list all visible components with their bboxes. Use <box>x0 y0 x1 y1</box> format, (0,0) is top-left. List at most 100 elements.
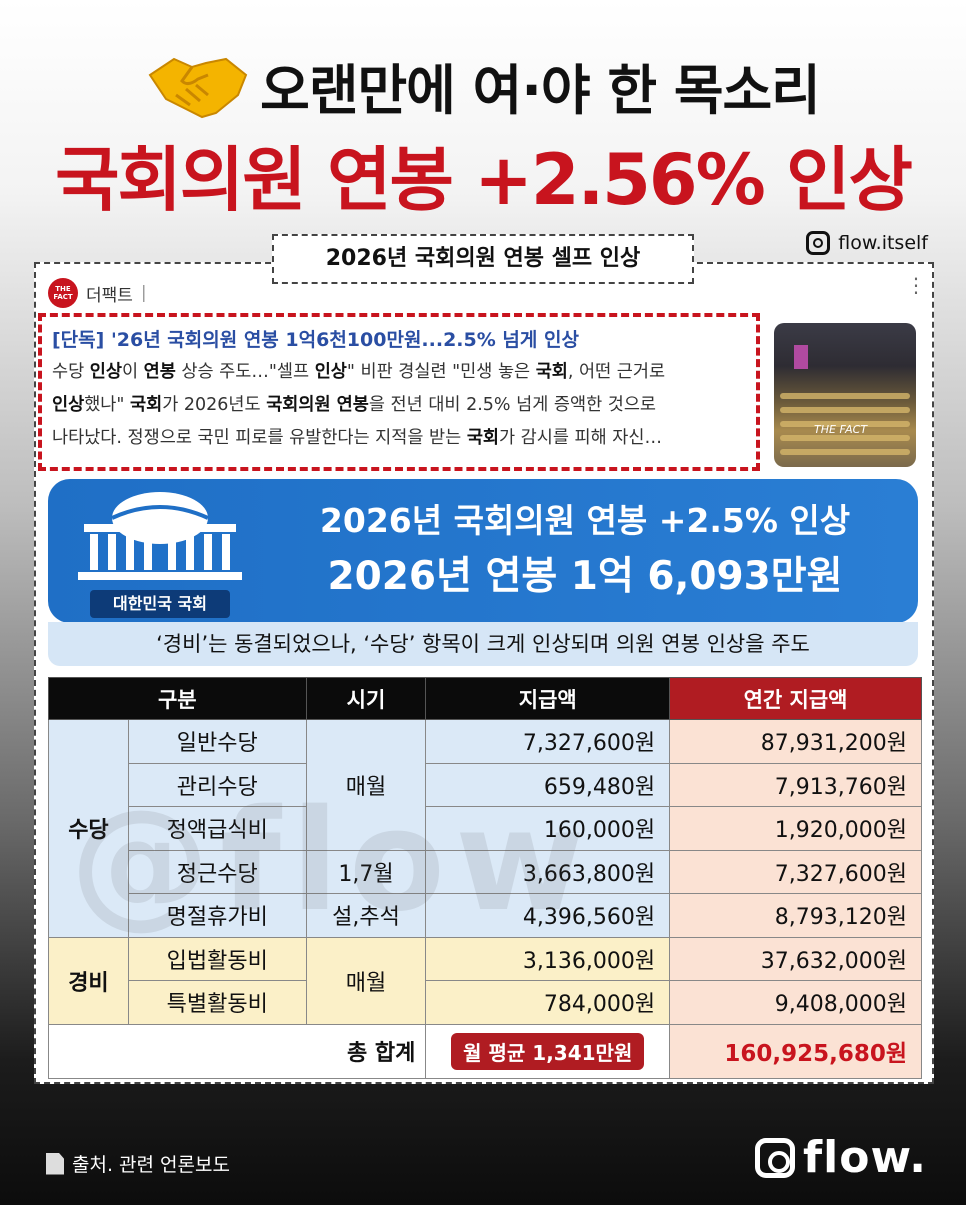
national-assembly-icon <box>78 492 242 580</box>
text: 인상 <box>52 395 85 415</box>
headline: 오랜만에 여·야 한 목소리 <box>0 40 966 130</box>
monthly-average-badge: 월 평균 1,341만원 <box>451 1032 645 1070</box>
group-expense: 경비 <box>48 936 129 1025</box>
article-line: 나타났다. 정쟁으로 국민 피로를 유발한다는 지적을 받는 국회가 감시를 피… <box>52 422 746 455</box>
item-cell: 정액급식비 <box>127 806 307 851</box>
monthly-avg-cell: 월 평균 1,341만원 <box>425 1023 671 1079</box>
banner-line2: 2026년 연봉 1억 6,093만원 <box>327 554 843 599</box>
text: " 비판 경실련 "민생 놓은 <box>346 362 536 382</box>
total-row: 총 합계 월 평균 1,341만원 160,925,680원 <box>47 1023 922 1079</box>
table-row: 정근수당 1,7월 3,663,800원 7,327,600원 <box>49 849 922 894</box>
table-row: 명절휴가비 설,추석 4,396,560원 8,793,120원 <box>49 893 922 938</box>
title-part: [단독] '26년 <box>52 329 168 351</box>
header-amount: 지급액 <box>425 677 671 720</box>
instagram-handle[interactable]: flow.itself <box>806 228 928 258</box>
group-allowance: 수당 <box>48 719 129 938</box>
text: 이 <box>121 362 144 382</box>
period-cell: 설,추석 <box>305 893 427 938</box>
news-logo: THE FACT <box>48 278 78 308</box>
text: 나타났다. 정쟁으로 국민 피로를 유발한다는 지적을 받는 <box>52 428 467 448</box>
article-line: 수당 인상이 연봉 상승 주도…"셀프 인상" 비판 경실련 "민생 놓은 국회… <box>52 356 746 389</box>
text: 국회 <box>535 362 568 382</box>
thumb-row <box>780 407 910 413</box>
main-title: 국회의원 연봉 +2.56% 인상 <box>55 139 913 221</box>
text: 국회의원 연봉 <box>266 395 369 415</box>
table-row: 관리수당 659,480원 7,913,760원 <box>49 762 922 807</box>
thumb-row <box>780 421 910 427</box>
item-cell: 관리수당 <box>127 762 307 807</box>
text: 가 2026년도 <box>162 395 267 415</box>
instagram-icon <box>755 1137 795 1178</box>
table-row: 정액급식비 160,000원 1,920,000원 <box>49 806 922 851</box>
article-title[interactable]: [단독] '26년 국회의원 연봉 1억6천100만원...2.5% 넘게 인상 <box>52 325 746 352</box>
headline-text: 오랜만에 여·야 한 목소리 <box>260 58 821 122</box>
text: 수당 <box>52 362 90 382</box>
text: , 어떤 근거로 <box>567 362 666 382</box>
news-article[interactable]: [단독] '26년 국회의원 연봉 1억6천100만원...2.5% 넘게 인상… <box>38 313 760 471</box>
news-header: THE FACT 더팩트 | <box>48 278 147 308</box>
header-category: 구분 <box>48 677 307 720</box>
period-cell: 1,7월 <box>305 849 427 894</box>
thumb-caption: THE FACT <box>814 423 868 436</box>
amount-cell: 7,327,600원 <box>425 719 671 764</box>
amount-cell: 659,480원 <box>425 762 671 807</box>
news-outlet: 더팩트 <box>86 285 133 306</box>
annual-cell: 87,931,200원 <box>669 719 922 764</box>
period-cell: 매월 <box>305 719 427 851</box>
article-line: 인상했나" 국회가 2026년도 국회의원 연봉을 전년 대비 2.5% 넘게 … <box>52 389 746 422</box>
thumb-row <box>780 435 910 441</box>
annual-cell: 7,327,600원 <box>669 849 922 894</box>
text: 을 전년 대비 2.5% 넘게 증액한 것으로 <box>368 395 657 415</box>
source-note: 출처. 관련 언론보도 <box>46 1150 230 1177</box>
brand-logo: flow. <box>755 1132 927 1183</box>
table-row: 수당 일반수당 매월 7,327,600원 87,931,200원 <box>48 719 922 938</box>
text: 인상 <box>89 362 122 382</box>
handle-text: flow.itself <box>838 232 928 254</box>
source-text: 출처. 관련 언론보도 <box>72 1154 230 1176</box>
title-part: 1억6천100만원...2.5% 넘게 <box>278 329 544 351</box>
brand-text: flow. <box>803 1132 928 1183</box>
thumb-row <box>780 449 910 455</box>
thumb-row <box>780 393 910 399</box>
text: 인상 <box>314 362 347 382</box>
article-thumbnail[interactable]: THE FACT <box>774 323 916 467</box>
item-cell: 정근수당 <box>127 849 307 894</box>
banner-line1: 2026년 국회의원 연봉 +2.5% 인상 <box>319 501 851 540</box>
news-separator: | <box>140 283 147 303</box>
total-value: 160,925,680원 <box>669 1023 922 1079</box>
article-body: 수당 인상이 연봉 상승 주도…"셀프 인상" 비판 경실련 "민생 놓은 국회… <box>52 356 746 455</box>
annual-cell: 1,920,000원 <box>669 806 922 851</box>
banner-note: ‘경비’는 동결되었으나, ‘수당’ 항목이 크게 인상되며 의원 연봉 인상을… <box>48 622 918 666</box>
text: 가 감시를 피해 자신… <box>499 428 663 448</box>
period-cell: 매월 <box>305 936 427 1025</box>
subtitle: 2026년 국회의원 연봉 셀프 인상 <box>272 234 694 284</box>
document-icon <box>46 1152 64 1175</box>
header-annual: 연간 지급액 <box>669 677 922 720</box>
annual-cell: 8,793,120원 <box>669 893 922 938</box>
instagram-icon <box>806 231 831 255</box>
more-menu-icon[interactable]: ⋮ <box>906 273 926 297</box>
handshake-icon <box>148 57 248 119</box>
header-period: 시기 <box>305 677 427 720</box>
building-label: 대한민국 국회 <box>90 590 230 618</box>
table-row: 경비 입법활동비 매월 3,136,000원 37,632,000원 <box>48 936 922 1025</box>
amount-cell: 784,000원 <box>425 980 671 1025</box>
text: 국회 <box>466 428 500 448</box>
total-label: 총 합계 <box>47 1023 427 1079</box>
annual-cell: 9,408,000원 <box>669 980 922 1025</box>
text: 했나" <box>84 395 131 415</box>
amount-cell: 3,136,000원 <box>425 936 671 981</box>
annual-cell: 37,632,000원 <box>669 936 922 981</box>
text: 상승 주도…"셀프 <box>175 362 315 382</box>
salary-table: 구분 시기 지급액 연간 지급액 수당 일반수당 매월 7,327,600원 8… <box>47 677 922 1079</box>
item-cell: 명절휴가비 <box>127 893 307 938</box>
amount-cell: 160,000원 <box>425 806 671 851</box>
title-part: 국회의원 연봉 <box>167 329 279 351</box>
amount-cell: 3,663,800원 <box>425 849 671 894</box>
title-part: 인상 <box>543 329 579 351</box>
item-cell: 특별활동비 <box>127 980 307 1025</box>
text: 국회 <box>130 395 163 415</box>
thumb-screen <box>794 345 808 369</box>
table-row: 특별활동비 784,000원 9,408,000원 <box>49 980 922 1025</box>
annual-cell: 7,913,760원 <box>669 762 922 807</box>
